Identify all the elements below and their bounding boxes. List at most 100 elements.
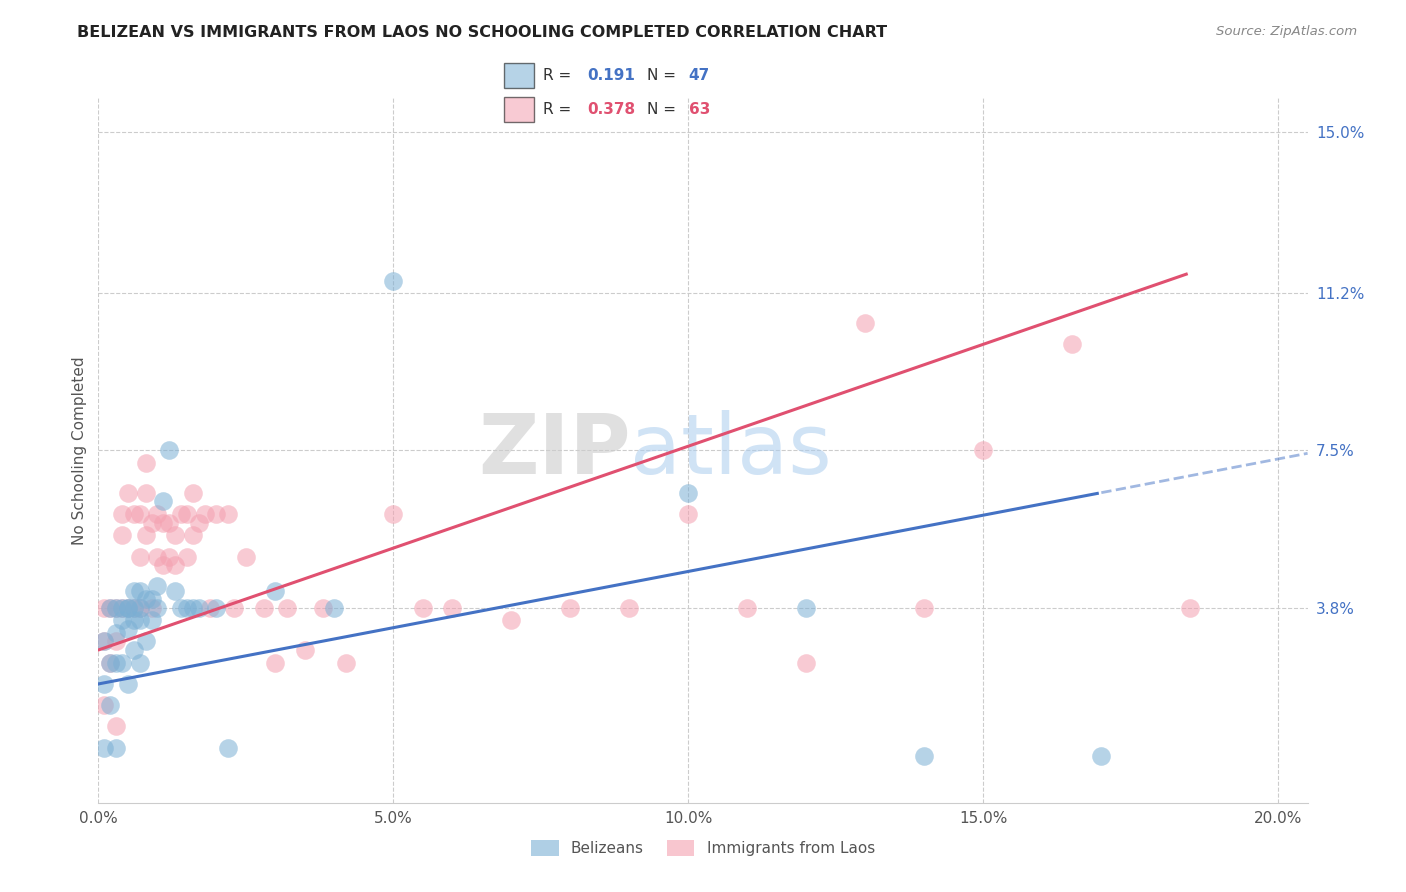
Point (105, 719, 128, 733)
Point (205, 600, 228, 615)
Point (176, 600, 198, 615)
Point (276, 600, 298, 615)
Point (111, 600, 134, 615)
Text: 0.378: 0.378 (588, 102, 636, 117)
Point (1178, 600, 1201, 615)
Point (128, 600, 150, 615)
Point (170, 507, 193, 521)
Point (264, 583, 287, 598)
Point (117, 600, 139, 615)
Point (181, 600, 204, 615)
Point (105, 626, 128, 640)
Point (93, 634, 115, 648)
Point (117, 600, 139, 615)
Text: ZIP: ZIP (478, 410, 630, 491)
Point (157, 443, 180, 458)
Point (157, 516, 180, 530)
Point (135, 528, 157, 542)
Point (152, 494, 174, 508)
Point (111, 656, 134, 670)
Point (128, 613, 150, 627)
Text: atlas: atlas (630, 410, 832, 491)
Point (128, 656, 150, 670)
Point (181, 486, 204, 500)
Point (264, 656, 287, 670)
FancyBboxPatch shape (503, 97, 534, 122)
Point (187, 516, 209, 530)
Point (194, 507, 217, 521)
Point (117, 486, 139, 500)
Text: N =: N = (647, 68, 681, 83)
Point (105, 600, 128, 615)
Point (122, 507, 145, 521)
Point (152, 558, 174, 572)
Point (165, 528, 187, 542)
Point (853, 316, 876, 330)
Point (141, 592, 163, 607)
Text: R =: R = (543, 68, 576, 83)
Point (98, 600, 121, 615)
Point (335, 656, 357, 670)
Point (111, 613, 134, 627)
Point (128, 549, 150, 564)
Text: BELIZEAN VS IMMIGRANTS FROM LAOS NO SCHOOLING COMPLETED CORRELATION CHART: BELIZEAN VS IMMIGRANTS FROM LAOS NO SCHO… (77, 25, 887, 40)
Point (93, 634, 115, 648)
Point (176, 507, 198, 521)
Point (912, 749, 935, 764)
Point (176, 549, 198, 564)
Point (128, 600, 150, 615)
Point (141, 600, 163, 615)
Point (105, 634, 128, 648)
Point (98, 656, 121, 670)
Point (323, 600, 346, 615)
Text: 47: 47 (689, 68, 710, 83)
Point (146, 507, 169, 521)
Point (98, 698, 121, 713)
Point (135, 456, 157, 470)
Point (252, 600, 274, 615)
Point (141, 516, 163, 530)
Point (441, 600, 464, 615)
Point (165, 558, 187, 572)
Point (122, 600, 145, 615)
Point (794, 656, 817, 670)
Point (98, 600, 121, 615)
Point (912, 600, 935, 615)
Point (128, 507, 150, 521)
Point (93, 677, 115, 691)
Point (157, 549, 180, 564)
Point (222, 600, 245, 615)
FancyBboxPatch shape (503, 62, 534, 87)
Legend: Belizeans, Immigrants from Laos: Belizeans, Immigrants from Laos (524, 834, 882, 862)
Text: R =: R = (543, 102, 576, 117)
Point (170, 600, 193, 615)
Point (105, 656, 128, 670)
Point (205, 507, 228, 521)
Point (117, 677, 139, 691)
Point (187, 600, 209, 615)
Point (111, 507, 134, 521)
Point (165, 583, 187, 598)
Point (122, 613, 145, 627)
Point (678, 486, 700, 500)
Point (311, 600, 333, 615)
Point (98, 656, 121, 670)
Point (93, 698, 115, 713)
Point (560, 600, 582, 615)
Point (105, 740, 128, 755)
Text: 63: 63 (689, 102, 710, 117)
Point (794, 600, 817, 615)
Point (105, 600, 128, 615)
Point (619, 600, 641, 615)
Point (93, 740, 115, 755)
Text: N =: N = (647, 102, 681, 117)
Point (93, 600, 115, 615)
Point (146, 600, 169, 615)
Point (217, 740, 239, 755)
Point (122, 600, 145, 615)
Point (146, 549, 169, 564)
Point (412, 600, 434, 615)
Point (217, 507, 239, 521)
Point (1090, 749, 1112, 764)
Point (135, 634, 157, 648)
